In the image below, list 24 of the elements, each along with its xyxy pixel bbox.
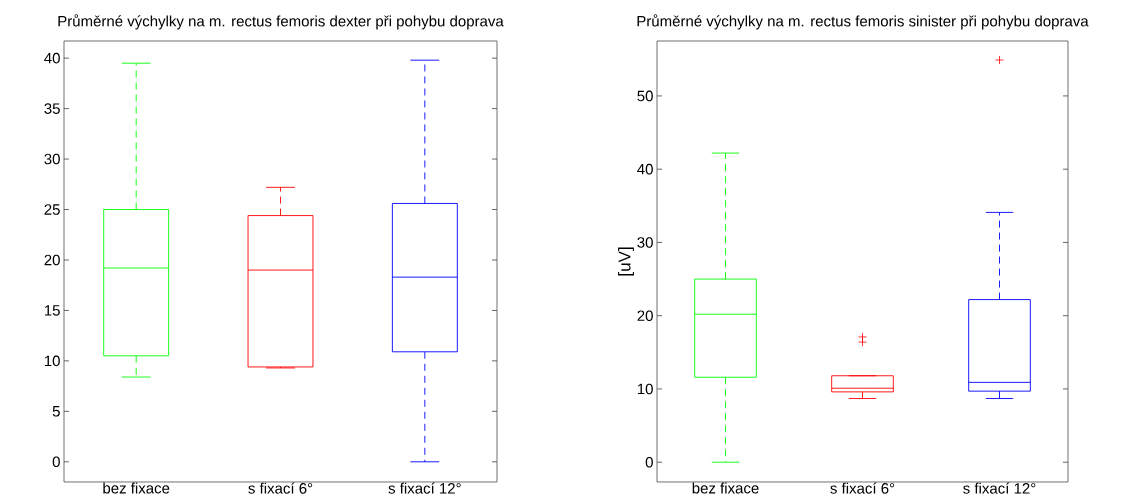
x-tick-label: bez fixace <box>692 482 759 494</box>
y-axis-title: [uV] <box>618 247 634 276</box>
y-tick-label: 30 <box>637 237 653 248</box>
y-tick-label: 0 <box>52 456 60 468</box>
y-tick-label: 10 <box>637 383 653 395</box>
y-tick-label: 20 <box>44 254 60 266</box>
y-tick-label: 5 <box>52 406 60 417</box>
chart-title: Průměrné výchylky na m. rectus femoris sinister při pohybu doprava <box>637 14 1089 30</box>
y-tick-label: 40 <box>637 163 653 175</box>
y-tick-label: 30 <box>44 153 60 165</box>
chart-title: Průměrné výchylky na m. rectus femoris dexter při pohybu doprava <box>58 14 504 30</box>
x-tick-label: bez fixace <box>103 482 170 494</box>
y-tick-label: 40 <box>44 52 60 64</box>
y-tick-label: 15 <box>44 305 60 316</box>
x-tick-label: s fixací 6° <box>248 482 313 494</box>
y-tick-label: 50 <box>637 90 653 102</box>
x-tick-label: s fixací 12° <box>388 482 461 494</box>
y-tick-label: 35 <box>44 103 60 114</box>
x-tick-label: s fixací 12° <box>963 482 1036 494</box>
y-tick-label: 0 <box>645 456 653 468</box>
y-tick-label: 10 <box>44 355 60 367</box>
y-tick-label: 20 <box>637 310 653 321</box>
x-tick-label: s fixací 6° <box>830 482 895 494</box>
y-tick-label: 25 <box>44 204 60 215</box>
